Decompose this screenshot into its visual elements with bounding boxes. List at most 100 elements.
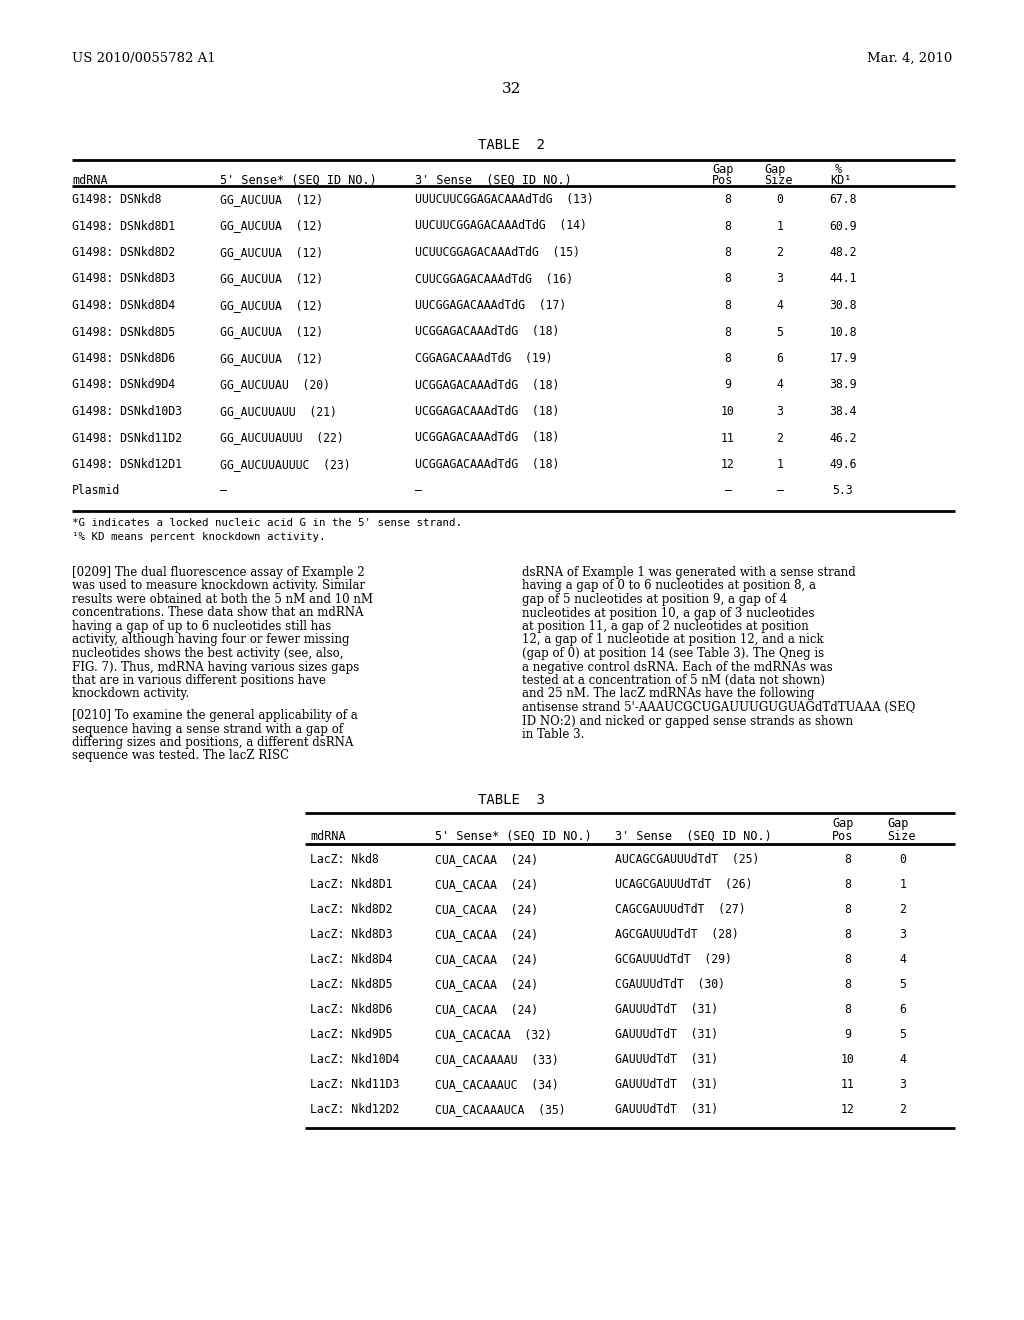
- Text: at position 11, a gap of 2 nucleotides at position: at position 11, a gap of 2 nucleotides a…: [522, 620, 809, 634]
- Text: CUA̲CACAA  (24): CUA̲CACAA (24): [435, 1003, 539, 1016]
- Text: UUCUUCGGAGACAAAdTdG  (14): UUCUUCGGAGACAAAdTdG (14): [415, 219, 587, 232]
- Text: knockdown activity.: knockdown activity.: [72, 688, 189, 701]
- Text: LacZ: Nkd11D3: LacZ: Nkd11D3: [310, 1078, 399, 1092]
- Text: 3: 3: [899, 1078, 906, 1092]
- Text: 8: 8: [845, 878, 851, 891]
- Text: UCGGAGACAAAdTdG  (18): UCGGAGACAAAdTdG (18): [415, 379, 559, 392]
- Text: US 2010/0055782 A1: US 2010/0055782 A1: [72, 51, 216, 65]
- Text: 2: 2: [776, 432, 783, 445]
- Text: tested at a concentration of 5 nM (data not shown): tested at a concentration of 5 nM (data …: [522, 675, 825, 686]
- Text: 2: 2: [776, 246, 783, 259]
- Text: FIG. 7). Thus, mdRNA having various sizes gaps: FIG. 7). Thus, mdRNA having various size…: [72, 660, 359, 673]
- Text: G1498: DSNkd8: G1498: DSNkd8: [72, 193, 162, 206]
- Text: G1498: DSNkd8D5: G1498: DSNkd8D5: [72, 326, 175, 338]
- Text: UCGGAGACAAAdTdG  (18): UCGGAGACAAAdTdG (18): [415, 432, 559, 445]
- Text: 48.2: 48.2: [829, 246, 857, 259]
- Text: GG̲AUCUUAU  (20): GG̲AUCUUAU (20): [220, 379, 330, 392]
- Text: ¹% KD means percent knockdown activity.: ¹% KD means percent knockdown activity.: [72, 532, 326, 543]
- Text: 11: 11: [841, 1078, 855, 1092]
- Text: 2: 2: [899, 903, 906, 916]
- Text: antisense strand 5'-AAAUCGCUGAUUUGUGUAGdTdTUAAA (SEQ: antisense strand 5'-AAAUCGCUGAUUUGUGUAGd…: [522, 701, 915, 714]
- Text: 8: 8: [845, 1003, 851, 1016]
- Text: dsRNA of Example 1 was generated with a sense strand: dsRNA of Example 1 was generated with a …: [522, 566, 856, 579]
- Text: CGAUUUdTdT  (30): CGAUUUdTdT (30): [615, 978, 725, 991]
- Text: 30.8: 30.8: [829, 300, 857, 312]
- Text: –: –: [220, 484, 227, 498]
- Text: 1: 1: [899, 878, 906, 891]
- Text: LacZ: Nkd8: LacZ: Nkd8: [310, 853, 379, 866]
- Text: 3: 3: [776, 272, 783, 285]
- Text: 3: 3: [899, 928, 906, 941]
- Text: G1498: DSNkd8D1: G1498: DSNkd8D1: [72, 219, 175, 232]
- Text: G1498: DSNkd8D4: G1498: DSNkd8D4: [72, 300, 175, 312]
- Text: LacZ: Nkd8D3: LacZ: Nkd8D3: [310, 928, 392, 941]
- Text: LacZ: Nkd12D2: LacZ: Nkd12D2: [310, 1104, 399, 1115]
- Text: CUA̲CACAA  (24): CUA̲CACAA (24): [435, 878, 539, 891]
- Text: 5: 5: [899, 1028, 906, 1041]
- Text: CUA̲CACAA  (24): CUA̲CACAA (24): [435, 928, 539, 941]
- Text: LacZ: Nkd8D4: LacZ: Nkd8D4: [310, 953, 392, 966]
- Text: 49.6: 49.6: [829, 458, 857, 471]
- Text: and 25 nM. The lacZ mdRNAs have the following: and 25 nM. The lacZ mdRNAs have the foll…: [522, 688, 814, 701]
- Text: AGCGAUUUdTdT  (28): AGCGAUUUdTdT (28): [615, 928, 738, 941]
- Text: was used to measure knockdown activity. Similar: was used to measure knockdown activity. …: [72, 579, 366, 593]
- Text: KD¹: KD¹: [830, 174, 851, 187]
- Text: 0: 0: [776, 193, 783, 206]
- Text: Pos: Pos: [831, 830, 853, 843]
- Text: Pos: Pos: [712, 174, 733, 187]
- Text: in Table 3.: in Table 3.: [522, 729, 585, 741]
- Text: 4: 4: [899, 953, 906, 966]
- Text: *G indicates a locked nucleic acid G in the 5' sense strand.: *G indicates a locked nucleic acid G in …: [72, 517, 462, 528]
- Text: 8: 8: [845, 978, 851, 991]
- Text: 46.2: 46.2: [829, 432, 857, 445]
- Text: G1498: DSNkd8D2: G1498: DSNkd8D2: [72, 246, 175, 259]
- Text: G1498: DSNkd8D3: G1498: DSNkd8D3: [72, 272, 175, 285]
- Text: having a gap of 0 to 6 nucleotides at position 8, a: having a gap of 0 to 6 nucleotides at po…: [522, 579, 816, 593]
- Text: 6: 6: [776, 352, 783, 366]
- Text: 60.9: 60.9: [829, 219, 857, 232]
- Text: 8: 8: [725, 352, 731, 366]
- Text: sequence having a sense strand with a gap of: sequence having a sense strand with a ga…: [72, 722, 343, 735]
- Text: 8: 8: [725, 193, 731, 206]
- Text: GG̲AUCUUA  (12): GG̲AUCUUA (12): [220, 193, 324, 206]
- Text: 10: 10: [841, 1053, 855, 1067]
- Text: TABLE  3: TABLE 3: [478, 793, 546, 807]
- Text: CUA̲CACAA  (24): CUA̲CACAA (24): [435, 953, 539, 966]
- Text: UUCGGAGACAAAdTdG  (17): UUCGGAGACAAAdTdG (17): [415, 300, 566, 312]
- Text: sequence was tested. The lacZ RISC: sequence was tested. The lacZ RISC: [72, 750, 289, 763]
- Text: ID NO:2) and nicked or gapped sense strands as shown: ID NO:2) and nicked or gapped sense stra…: [522, 714, 853, 727]
- Text: 1: 1: [776, 219, 783, 232]
- Text: 8: 8: [725, 219, 731, 232]
- Text: UCUUCGGAGACAAAdTdG  (15): UCUUCGGAGACAAAdTdG (15): [415, 246, 580, 259]
- Text: –: –: [725, 484, 731, 498]
- Text: GAUUUdTdT  (31): GAUUUdTdT (31): [615, 1104, 718, 1115]
- Text: 12: 12: [841, 1104, 855, 1115]
- Text: LacZ: Nkd8D6: LacZ: Nkd8D6: [310, 1003, 392, 1016]
- Text: 8: 8: [845, 953, 851, 966]
- Text: GAUUUdTdT  (31): GAUUUdTdT (31): [615, 1028, 718, 1041]
- Text: CUUCGGAGACAAAdTdG  (16): CUUCGGAGACAAAdTdG (16): [415, 272, 573, 285]
- Text: CUA̲CACACAA  (32): CUA̲CACACAA (32): [435, 1028, 552, 1041]
- Text: Size: Size: [764, 174, 793, 187]
- Text: 9: 9: [845, 1028, 851, 1041]
- Text: G1498: DSNkd11D2: G1498: DSNkd11D2: [72, 432, 182, 445]
- Text: GAUUUdTdT  (31): GAUUUdTdT (31): [615, 1053, 718, 1067]
- Text: GG̲AUCUUA  (12): GG̲AUCUUA (12): [220, 246, 324, 259]
- Text: 38.9: 38.9: [829, 379, 857, 392]
- Text: CUA̲CACAA  (24): CUA̲CACAA (24): [435, 903, 539, 916]
- Text: 6: 6: [899, 1003, 906, 1016]
- Text: GAUUUdTdT  (31): GAUUUdTdT (31): [615, 1003, 718, 1016]
- Text: Mar. 4, 2010: Mar. 4, 2010: [866, 51, 952, 65]
- Text: concentrations. These data show that an mdRNA: concentrations. These data show that an …: [72, 606, 364, 619]
- Text: 5' Sense* (SEQ ID NO.): 5' Sense* (SEQ ID NO.): [220, 174, 377, 187]
- Text: 9: 9: [725, 379, 731, 392]
- Text: 12: 12: [721, 458, 735, 471]
- Text: Gap: Gap: [712, 162, 733, 176]
- Text: GG̲AUCUUAUUUC  (23): GG̲AUCUUAUUUC (23): [220, 458, 350, 471]
- Text: 3' Sense  (SEQ ID NO.): 3' Sense (SEQ ID NO.): [615, 830, 772, 843]
- Text: mdRNA: mdRNA: [72, 174, 108, 187]
- Text: UCGGAGACAAAdTdG  (18): UCGGAGACAAAdTdG (18): [415, 458, 559, 471]
- Text: GCGAUUUdTdT  (29): GCGAUUUdTdT (29): [615, 953, 732, 966]
- Text: 5' Sense* (SEQ ID NO.): 5' Sense* (SEQ ID NO.): [435, 830, 592, 843]
- Text: CUA̲CACAAAUC  (34): CUA̲CACAAAUC (34): [435, 1078, 559, 1092]
